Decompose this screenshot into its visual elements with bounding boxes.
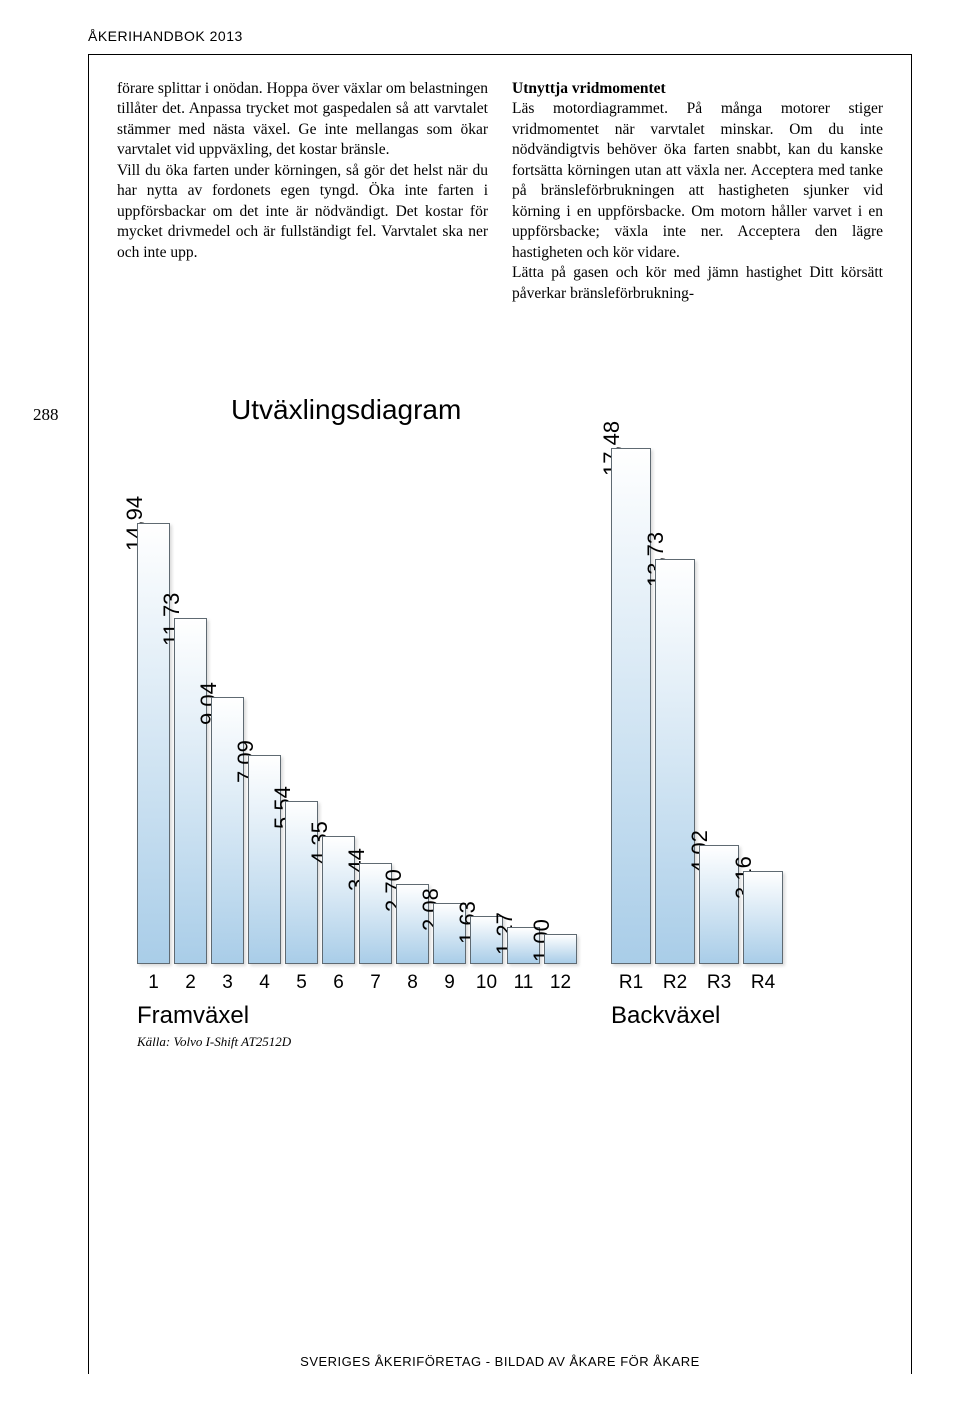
paragraph: Läs motordiagrammet. På många motorer st… bbox=[512, 99, 883, 263]
bar-column: 9,043 bbox=[211, 436, 244, 996]
bar-x-label: 9 bbox=[444, 972, 455, 996]
column-right: Utnyttja vridmomentetLäs motordiagrammet… bbox=[512, 79, 883, 304]
bar-column: 17,48R1 bbox=[611, 436, 651, 996]
text-columns: förare splittar i onödan. Hoppa över väx… bbox=[117, 79, 883, 304]
bar-x-label: R3 bbox=[707, 972, 731, 996]
bar-x-label: R2 bbox=[663, 972, 687, 996]
forward-axis-title: Framväxel bbox=[137, 1002, 577, 1030]
running-head: ÅKERIHANDBOK 2013 bbox=[88, 28, 912, 44]
bar bbox=[611, 448, 651, 964]
paragraph: Vill du öka farten under körningen, så g… bbox=[117, 161, 488, 263]
chart-source: Källa: Volvo I-Shift AT2512D bbox=[137, 1034, 577, 1050]
bar bbox=[174, 618, 207, 964]
bar-column: 4,356 bbox=[322, 436, 355, 996]
bar-x-label: R1 bbox=[619, 972, 643, 996]
reverse-axis-title: Backväxel bbox=[611, 1002, 783, 1030]
page: ÅKERIHANDBOK 2013 288 förare splittar i … bbox=[0, 0, 960, 1394]
bar-x-label: 1 bbox=[148, 972, 159, 996]
bar bbox=[743, 871, 783, 964]
bar-column: 13,73R2 bbox=[655, 436, 695, 996]
column-left: förare splittar i onödan. Hoppa över väx… bbox=[117, 79, 488, 304]
paragraph: Lätta på gasen och kör med jämn hastighe… bbox=[512, 263, 883, 304]
content-frame: 288 förare splittar i onödan. Hoppa över… bbox=[88, 54, 912, 1374]
bar-column: 1,0012 bbox=[544, 436, 577, 996]
bar-x-label: 7 bbox=[370, 972, 381, 996]
bar-x-label: R4 bbox=[751, 972, 775, 996]
bar-column: 1,2711 bbox=[507, 436, 540, 996]
bar-column: 7,094 bbox=[248, 436, 281, 996]
bar-column: 5,545 bbox=[285, 436, 318, 996]
forward-bar-group: 14,94111,7329,0437,0945,5454,3563,4472,7… bbox=[137, 436, 577, 996]
bar bbox=[655, 559, 695, 964]
reverse-axis-block: Backväxel bbox=[611, 996, 783, 1050]
footer: SVERIGES ÅKERIFÖRETAG - BILDAD AV ÅKARE … bbox=[89, 1354, 911, 1369]
reverse-bar-group: 17,48R113,73R24,02R33,16R4 bbox=[611, 436, 783, 996]
paragraph: förare splittar i onödan. Hoppa över väx… bbox=[117, 79, 488, 161]
bar-x-label: 10 bbox=[476, 972, 497, 996]
paragraph-heading: Utnyttja vridmomentet bbox=[512, 79, 883, 99]
chart-area: 14,94111,7329,0437,0945,5454,3563,4472,7… bbox=[137, 436, 863, 996]
bar-x-label: 4 bbox=[259, 972, 270, 996]
bar-column: 14,941 bbox=[137, 436, 170, 996]
bar bbox=[544, 934, 577, 964]
bar bbox=[137, 523, 170, 964]
bar-x-label: 11 bbox=[514, 972, 534, 996]
bar-x-label: 8 bbox=[407, 972, 418, 996]
chart: Utväxlingsdiagram 14,94111,7329,0437,094… bbox=[117, 394, 883, 1050]
bar-x-label: 3 bbox=[222, 972, 233, 996]
page-number: 288 bbox=[33, 405, 59, 425]
bar-x-label: 5 bbox=[296, 972, 307, 996]
bar bbox=[211, 697, 244, 964]
bar-x-label: 12 bbox=[550, 972, 571, 996]
bar-column: 3,16R4 bbox=[743, 436, 783, 996]
forward-axis-block: Framväxel Källa: Volvo I-Shift AT2512D bbox=[137, 996, 577, 1050]
chart-title: Utväxlingsdiagram bbox=[231, 394, 863, 426]
bar-x-label: 2 bbox=[185, 972, 196, 996]
bar-x-label: 6 bbox=[333, 972, 344, 996]
bar-column: 4,02R3 bbox=[699, 436, 739, 996]
